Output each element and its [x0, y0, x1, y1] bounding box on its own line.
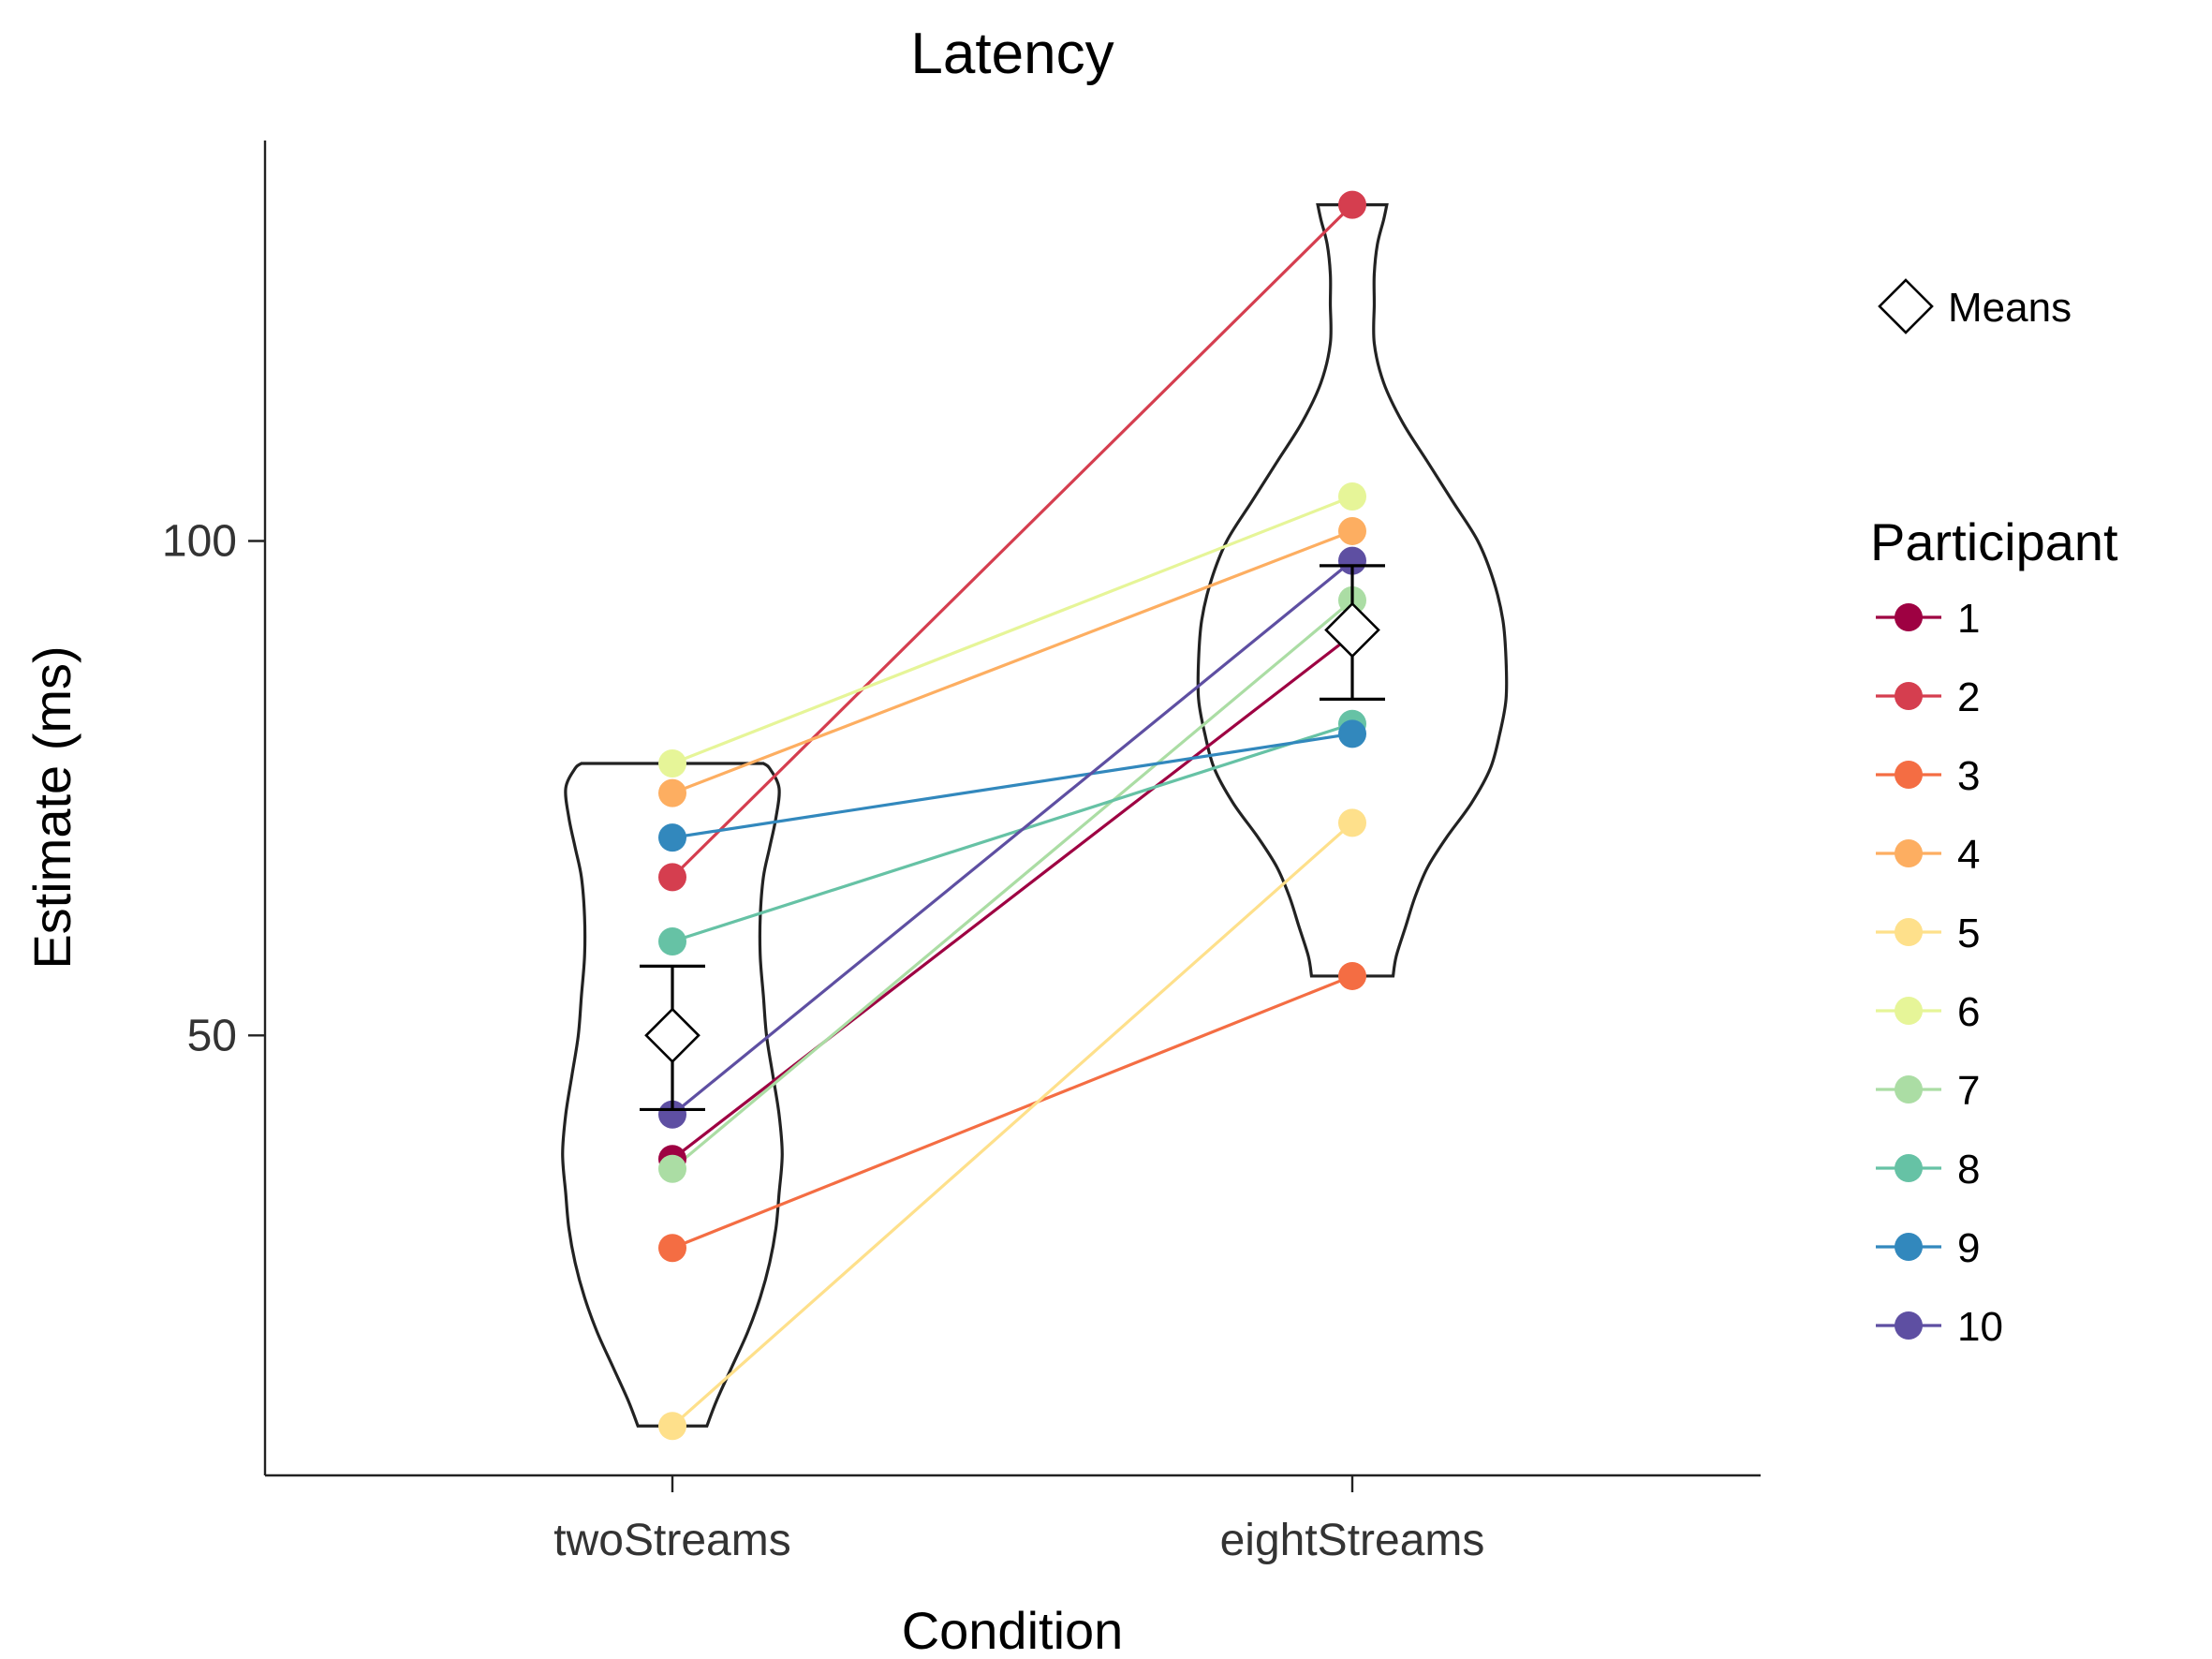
participant-6-point-twoStreams: [658, 749, 686, 778]
legend-dot: [1895, 997, 1923, 1025]
legend-item-9: 9: [1876, 1225, 1980, 1271]
x-ticks: twoStreams eightStreams: [553, 1475, 1484, 1565]
mean-diamond-eightStreams: [1324, 601, 1380, 659]
participant-5-line: [671, 822, 1354, 1428]
legend-label: 10: [1957, 1304, 2003, 1350]
legend-dot: [1895, 682, 1923, 710]
legend-item-3: 3: [1876, 753, 1980, 799]
participant-2-line: [671, 203, 1354, 879]
legend-item-4: 4: [1876, 832, 1980, 878]
legend-item-10: 10: [1876, 1304, 2003, 1350]
legend-means-diamond: [1878, 278, 1934, 334]
legend-item-7: 7: [1876, 1068, 1980, 1114]
legend-label: 8: [1957, 1147, 1980, 1192]
x-tick-label: twoStreams: [553, 1516, 790, 1565]
participant-lines: [671, 203, 1354, 1428]
legend-dot: [1895, 1154, 1923, 1182]
legend-label: 9: [1957, 1225, 1980, 1271]
participant-4-line: [671, 529, 1353, 795]
legend-label: 4: [1957, 832, 1980, 878]
legend-title: Participant: [1870, 512, 2118, 571]
y-ticks: 50 100: [162, 517, 265, 1060]
legend-item-1: 1: [1876, 596, 1980, 642]
participant-5-point-twoStreams: [658, 1412, 686, 1441]
participant-10-point-twoStreams: [658, 1100, 686, 1129]
participant-3-point-eightStreams: [1338, 961, 1366, 990]
legend-item-5: 5: [1876, 911, 1980, 956]
participant-4-point-eightStreams: [1338, 516, 1366, 545]
participant-3-point-twoStreams: [658, 1234, 686, 1263]
participant-5-point-eightStreams: [1338, 808, 1366, 837]
participant-6-point-eightStreams: [1338, 482, 1366, 511]
participant-2-point-twoStreams: [658, 863, 686, 892]
legend-items: 1 2 3 4 5 6 7 8 9 10: [1876, 596, 2003, 1350]
participant-1-line: [671, 633, 1353, 1161]
x-tick-label: eightStreams: [1220, 1516, 1485, 1565]
participant-4-point-twoStreams: [658, 778, 686, 807]
axes: [263, 141, 1761, 1477]
participant-9-line: [671, 732, 1353, 839]
participant-6-line: [671, 495, 1353, 765]
participant-9-point-twoStreams: [658, 823, 686, 852]
legend: Means Participant 1 2 3 4 5 6 7 8 9 10: [1870, 278, 2118, 1350]
legend-dot: [1895, 603, 1923, 631]
participant-10-point-eightStreams: [1338, 546, 1366, 575]
legend-dot: [1895, 761, 1923, 789]
violin-twoStreams: [561, 762, 784, 1428]
participant-7-line: [671, 599, 1354, 1171]
y-axis-title: Estimate (ms): [22, 645, 81, 969]
x-axis-title: Condition: [902, 1601, 1124, 1659]
means-group: [640, 564, 1385, 1112]
legend-item-6: 6: [1876, 989, 1980, 1035]
y-tick-label: 50: [187, 1011, 237, 1060]
legend-label: 5: [1957, 911, 1980, 956]
legend-dot: [1895, 1233, 1923, 1261]
participant-2-point-eightStreams: [1338, 190, 1366, 219]
participant-9-point-eightStreams: [1338, 719, 1366, 748]
legend-dot: [1895, 1075, 1923, 1104]
legend-label: 3: [1957, 753, 1980, 799]
legend-item-2: 2: [1876, 674, 1980, 720]
legend-label: 1: [1957, 596, 1980, 642]
legend-dot: [1895, 839, 1923, 867]
legend-label: 2: [1957, 674, 1980, 720]
chart-title: Latency: [910, 22, 1113, 86]
participant-3-line: [671, 974, 1353, 1250]
violins: [561, 203, 1509, 1428]
mean-diamond-twoStreams: [644, 1007, 700, 1064]
legend-item-8: 8: [1876, 1147, 1980, 1192]
legend-dot: [1895, 1311, 1923, 1340]
legend-means-label: Means: [1948, 285, 2072, 331]
legend-label: 7: [1957, 1068, 1980, 1114]
y-tick-label: 100: [162, 517, 237, 567]
participant-points: [658, 190, 1366, 1441]
participant-8-line: [671, 722, 1353, 943]
participant-8-point-twoStreams: [658, 927, 686, 955]
participant-10-line: [671, 559, 1354, 1116]
participant-7-point-twoStreams: [658, 1154, 686, 1183]
legend-dot: [1895, 918, 1923, 946]
legend-label: 6: [1957, 989, 1980, 1035]
